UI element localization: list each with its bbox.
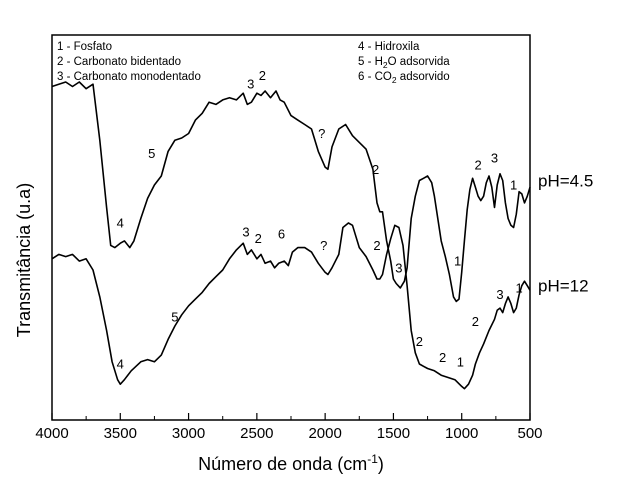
peak-annotation: ? [320,238,327,253]
peak-annotation: 2 [474,157,481,172]
series-line-ph-4-5 [51,81,531,303]
peak-annotation: 3 [496,287,503,302]
legend-entry-hidroxila: 4 - Hidroxila [358,41,420,53]
legend: 1 - Fosfato 2 - Carbonato bidentado 3 - … [57,41,450,85]
series-label-layer: pH=4.5 pH=12 [538,171,593,295]
x-axis: 4000 3500 3000 2500 2000 1500 1000 500 [35,413,543,442]
peak-annotation: 3 [491,151,498,166]
x-tick-label: 2000 [308,425,341,442]
x-tick-label: 3500 [104,425,137,442]
legend-entry-h2o-adsorvida: 5 - H2O adsorvida [358,56,450,70]
peak-annotation: 3 [395,260,402,275]
legend-entry-fosfato: 1 - Fosfato [57,41,112,53]
x-tick-label: 1000 [445,425,478,442]
peak-annotation: 2 [373,238,380,253]
legend-entry-carbonato-bidentado: 2 - Carbonato bidentado [57,56,181,68]
series-label: pH=12 [538,277,589,296]
legend-entry-carbonato-monodentado: 3 - Carbonato monodentado [57,71,201,83]
peak-annotation: 2 [439,350,446,365]
peak-annotation: 2 [372,162,379,177]
series-layer [51,81,531,390]
peak-annotation: 1 [457,354,464,369]
peak-annotation: 3 [247,77,254,92]
peak-annotation: 1 [510,177,517,192]
peak-annotation: 5 [148,146,155,161]
x-tick-label: 3000 [172,425,205,442]
x-tick-label: 500 [517,425,542,442]
legend-entry-co2-adsorvido: 6 - CO2 adsorvido [358,71,450,85]
peak-annotation: 3 [242,224,249,239]
x-axis-title: Número de onda (cm-1) [198,452,384,474]
peak-annotation: 2 [255,231,262,246]
peak-annotation: ? [318,126,325,141]
x-tick-label: 2500 [240,425,273,442]
series-label: pH=4.5 [538,171,593,190]
peak-annotation: 4 [117,357,124,372]
peak-annotation: 2 [472,314,479,329]
peak-annotation: 1 [454,254,461,269]
peak-annotation: 4 [117,216,124,231]
peak-annotation: 6 [278,227,285,242]
x-tick-label: 4000 [35,425,68,442]
y-axis-title: Transmitância (u.a) [14,183,34,337]
peak-annotation: 2 [259,68,266,83]
x-tick-label: 1500 [377,425,410,442]
peak-annotation: 5 [171,310,178,325]
peak-annotation: 2 [416,334,423,349]
series-line-ph-12 [51,222,531,390]
peak-annotation: 1 [515,280,522,295]
